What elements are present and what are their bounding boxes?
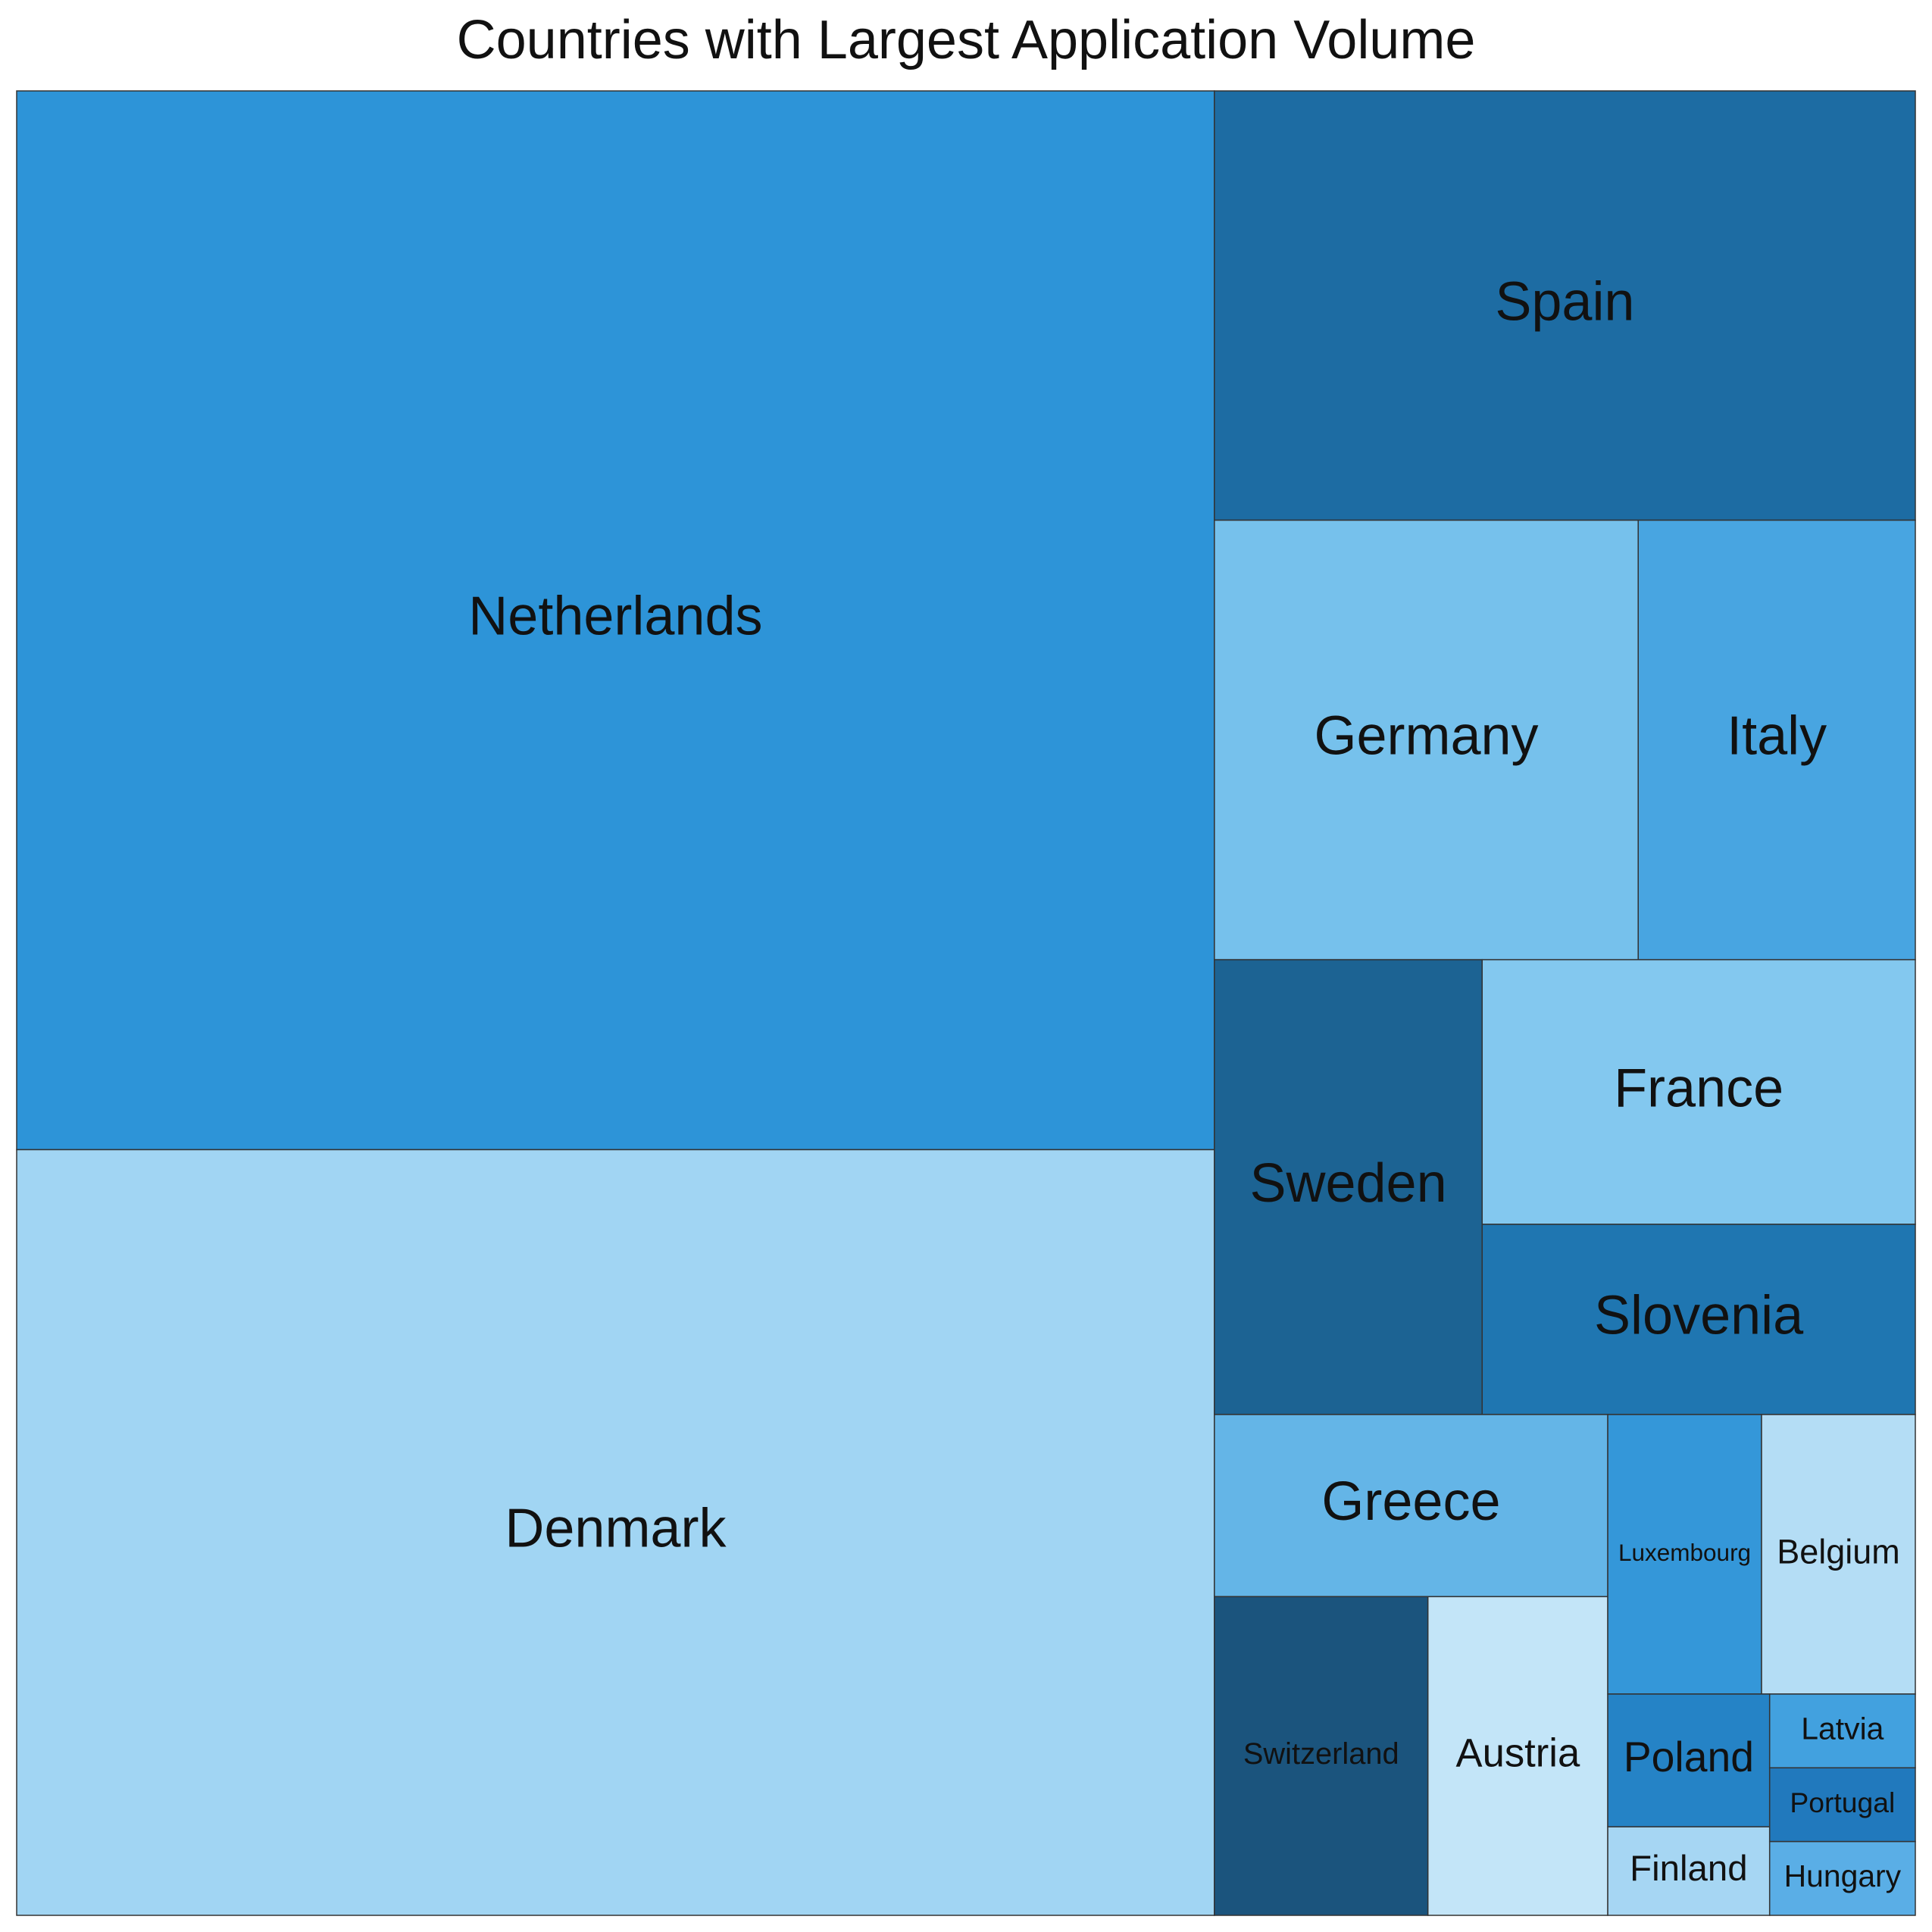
tile-denmark — [16, 1149, 1215, 1916]
tile-sweden — [1214, 958, 1483, 1415]
tile-label-switzerland: Switzerland — [1243, 1737, 1399, 1771]
tile-latvia — [1768, 1693, 1916, 1769]
tile-label-finland: Finland — [1630, 1849, 1747, 1889]
tile-netherlands — [16, 90, 1215, 1151]
tile-label-sweden: Sweden — [1249, 1153, 1446, 1214]
tile-portugal — [1768, 1767, 1916, 1843]
tile-label-slovenia: Slovenia — [1594, 1285, 1804, 1346]
tile-label-poland: Poland — [1624, 1733, 1754, 1780]
tile-label-germany: Germany — [1314, 706, 1538, 767]
tile-label-latvia: Latvia — [1801, 1711, 1884, 1746]
tile-label-austria: Austria — [1456, 1731, 1580, 1776]
tile-label-spain: Spain — [1495, 271, 1634, 332]
tile-slovenia — [1481, 1224, 1916, 1415]
tile-poland — [1607, 1693, 1771, 1827]
tile-spain — [1214, 90, 1916, 521]
tile-france — [1481, 958, 1916, 1225]
tile-label-netherlands: Netherlands — [468, 586, 762, 647]
chart-title: Countries with Largest Application Volum… — [456, 10, 1476, 70]
tile-label-italy: Italy — [1727, 706, 1827, 767]
tile-label-denmark: Denmark — [505, 1499, 727, 1559]
tile-luxembourg — [1607, 1414, 1762, 1695]
tile-belgium — [1761, 1414, 1916, 1695]
tile-label-portugal: Portugal — [1790, 1787, 1895, 1818]
tile-italy — [1637, 519, 1916, 961]
tile-switzerland — [1214, 1596, 1429, 1916]
tile-germany — [1214, 519, 1639, 961]
tile-label-belgium: Belgium — [1777, 1532, 1900, 1571]
tile-finland — [1607, 1826, 1771, 1916]
tile-label-greece: Greece — [1321, 1471, 1500, 1532]
treemap-tiles: Netherlands Denmark Spain Germany Italy Swede… — [16, 90, 1916, 1916]
tile-label-france: France — [1614, 1058, 1784, 1118]
tile-label-hungary: Hungary — [1784, 1859, 1902, 1893]
tile-label-luxembourg: Luxembourg — [1618, 1539, 1751, 1566]
tile-hungary — [1768, 1840, 1916, 1916]
